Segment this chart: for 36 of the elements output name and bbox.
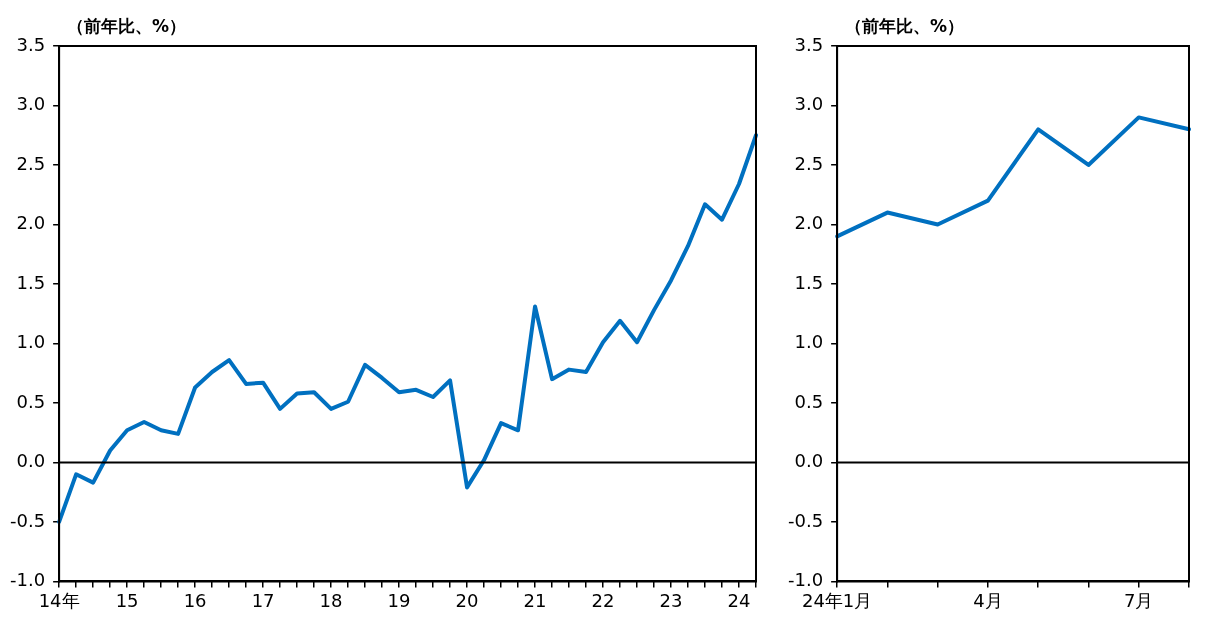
y-tick-label: 3.0: [16, 93, 46, 115]
y-axis-title: （前年比、%）: [67, 16, 187, 37]
y-tick-label: 3.5: [16, 33, 46, 55]
y-tick-label: 3.0: [794, 93, 824, 115]
x-tick-label: 23: [659, 589, 683, 611]
x-tick-label: 7月: [1124, 589, 1154, 611]
y-tick-label: 1.5: [16, 271, 46, 293]
y-tick-label: -1.0: [10, 569, 46, 591]
y-tick-label: 0.0: [794, 450, 824, 472]
x-tick-label: 24年1月: [801, 589, 873, 611]
y-tick-label: 2.0: [794, 212, 824, 234]
x-tick-label: 21: [523, 589, 547, 611]
x-tick-label: 22: [591, 589, 615, 611]
y-tick-label: 1.0: [16, 331, 46, 353]
x-tick-label: 14年: [38, 589, 80, 611]
y-tick-label: 0.5: [794, 390, 824, 412]
y-tick-label: 1.5: [794, 271, 824, 293]
y-axis-title: （前年比、%）: [845, 16, 965, 37]
y-tick-label: 3.5: [794, 33, 824, 55]
y-tick-label: -0.5: [10, 509, 46, 531]
x-tick-label: 16: [183, 589, 207, 611]
y-tick-label: 0.0: [16, 450, 46, 472]
y-tick-label: 2.0: [16, 212, 46, 234]
x-tick-label: 4月: [973, 589, 1003, 611]
y-tick-label: -0.5: [788, 509, 824, 531]
y-tick-label: 2.5: [794, 152, 824, 174]
x-tick-label: 18: [319, 589, 343, 611]
x-tick-label: 24: [727, 589, 751, 611]
y-tick-label: 2.5: [16, 152, 46, 174]
y-tick-label: 1.0: [794, 331, 824, 353]
y-tick-label: -1.0: [788, 569, 824, 591]
x-tick-label: 17: [251, 589, 275, 611]
x-tick-label: 15: [115, 589, 139, 611]
y-tick-label: 0.5: [16, 390, 46, 412]
x-tick-label: 20: [455, 589, 479, 611]
x-tick-label: 19: [387, 589, 411, 611]
